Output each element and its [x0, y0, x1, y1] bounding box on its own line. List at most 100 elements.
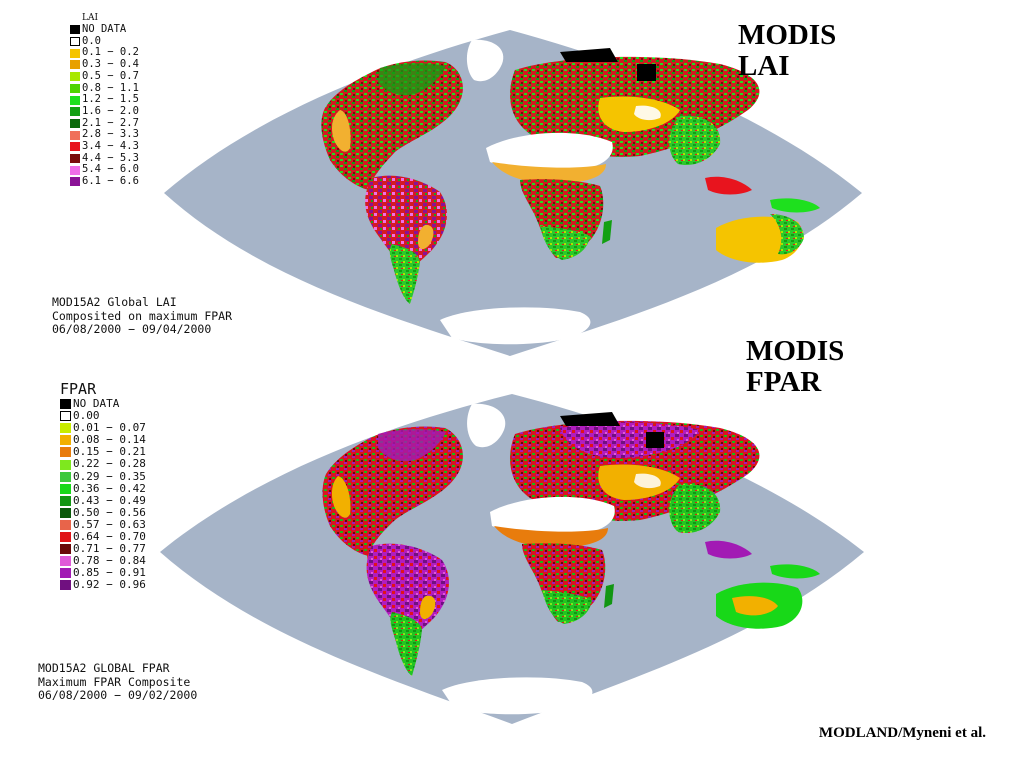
lai-legend-label: 2.1 − 2.7 — [82, 116, 139, 129]
lai-legend: LAI NO DATA 0.0 0.1 − 0.2 0.3 − 0.4 0.5 − 0.… — [70, 12, 139, 188]
fpar-madagascar — [604, 584, 614, 608]
lai-legend-label: 1.2 − 1.5 — [82, 93, 139, 106]
lai-legend-label: 6.1 − 6.6 — [82, 175, 139, 188]
lai-legend-item: 1.2 − 1.5 — [70, 94, 139, 106]
fpar-north-block — [560, 412, 620, 426]
fpar-legend-item: 0.78 − 0.84 — [60, 555, 146, 567]
fpar-se-asia — [705, 540, 752, 559]
fpar-legend-item: 0.92 − 0.96 — [60, 579, 146, 591]
lai-se-asia — [705, 176, 752, 195]
lai-legend-label: 1.6 − 2.0 — [82, 104, 139, 117]
fpar-legend-item: 0.85 − 0.91 — [60, 567, 146, 579]
fpar-legend-swatch — [60, 423, 71, 434]
fpar-legend-item: 0.22 − 0.28 — [60, 458, 146, 470]
lai-south-america-south — [389, 244, 420, 304]
lai-caption-line-1: MOD15A2 Global LAI — [52, 295, 177, 309]
fpar-legend-label: 0.08 − 0.14 — [73, 433, 146, 447]
fpar-legend-swatch — [60, 411, 71, 422]
lai-north-america — [321, 60, 463, 190]
lai-greenland — [466, 39, 504, 82]
fpar-legend-label: 0.64 − 0.70 — [73, 530, 146, 544]
fpar-sahara — [490, 496, 615, 535]
fpar-legend-swatch — [60, 568, 71, 579]
fpar-australia-center — [732, 596, 778, 616]
fpar-legend-item: 0.08 − 0.14 — [60, 434, 146, 446]
fpar-legend-item: 0.15 − 0.21 — [60, 446, 146, 458]
fpar-legend-swatch — [60, 556, 71, 567]
lai-legend-swatch — [70, 72, 80, 82]
fpar-legend-swatch — [60, 532, 71, 543]
lai-legend-label: NO DATA — [82, 23, 127, 35]
fpar-greenland — [467, 403, 506, 448]
fpar-legend-swatch — [60, 544, 71, 555]
fpar-legend-swatch — [60, 435, 71, 446]
fpar-caption-line-3: 06/08/2000 − 09/02/2000 — [38, 688, 198, 702]
lai-caption-line-3: 06/08/2000 − 09/04/2000 — [52, 322, 212, 336]
fpar-legend-swatch — [60, 447, 71, 458]
lai-legend-swatch — [70, 48, 80, 58]
fpar-legend-rows: NO DATA 0.00 0.01 − 0.07 0.08 − 0.14 0.15 − … — [60, 397, 146, 592]
fpar-legend-swatch — [60, 399, 71, 410]
lai-legend-swatch — [70, 130, 80, 140]
fpar-new-guinea — [770, 564, 820, 579]
lai-legend-label: 0.5 − 0.7 — [82, 69, 139, 82]
fpar-legend-swatch — [60, 495, 71, 506]
fpar-nodata-square — [646, 432, 664, 448]
lai-legend-swatch — [70, 37, 80, 47]
fpar-legend-swatch — [60, 519, 71, 530]
lai-east-asia — [669, 115, 721, 166]
lai-legend-swatch — [70, 60, 80, 70]
lai-legend-item: NO DATA — [70, 23, 139, 36]
lai-heading-line-1: MODIS — [738, 19, 837, 51]
fpar-legend-item: 0.57 − 0.63 — [60, 517, 146, 531]
lai-north-block — [560, 48, 618, 62]
fpar-legend-label: 0.15 − 0.21 — [73, 445, 146, 459]
fpar-south-america-south — [390, 612, 422, 676]
fpar-legend-label: 0.50 − 0.56 — [73, 505, 146, 519]
lai-legend-swatch — [70, 154, 80, 164]
lai-legend-item: 2.8 − 3.3 — [70, 129, 139, 141]
lai-africa-south — [540, 226, 590, 260]
lai-north-america-west — [332, 110, 351, 152]
lai-legend-swatch — [70, 95, 80, 105]
fpar-antarctica — [442, 677, 593, 715]
lai-map — [164, 30, 862, 356]
fpar-siberia — [560, 422, 700, 458]
fpar-heading: MODIS FPAR — [746, 336, 844, 398]
lai-legend-label: 0.8 − 1.1 — [82, 81, 139, 94]
lai-legend-item: 3.4 − 4.3 — [70, 140, 139, 153]
fpar-east-asia — [669, 483, 721, 534]
lai-sahel — [492, 162, 606, 184]
fpar-legend-item: 0.50 − 0.56 — [60, 505, 146, 519]
lai-legend-item: 6.1 − 6.6 — [70, 175, 139, 188]
fpar-legend-item: 0.29 − 0.35 — [60, 470, 146, 483]
fpar-map — [160, 394, 864, 724]
lai-legend-swatch — [70, 25, 80, 35]
fpar-legend: FPAR NO DATA 0.00 0.01 − 0.07 0.08 − 0.14 0.… — [60, 380, 146, 592]
fpar-legend-label: 0.78 − 0.84 — [73, 554, 146, 568]
lai-legend-rows: NO DATA 0.0 0.1 − 0.2 0.3 − 0.4 0.5 − 0.7 0.8… — [70, 23, 139, 188]
fpar-legend-swatch — [60, 459, 71, 470]
lai-australia-coast — [770, 214, 804, 255]
fpar-legend-label: 0.00 — [73, 409, 100, 423]
fpar-caption-line-1: MOD15A2 GLOBAL FPAR — [38, 661, 170, 675]
fpar-legend-label: 0.01 − 0.07 — [73, 421, 146, 435]
lai-legend-item: 0.0 — [70, 35, 139, 48]
lai-madagascar — [602, 220, 612, 244]
lai-north-america-north — [378, 63, 446, 96]
fpar-legend-item: 0.00 — [60, 409, 146, 423]
fpar-legend-item: 0.01 − 0.07 — [60, 422, 146, 434]
fpar-legend-label: 0.57 − 0.63 — [73, 517, 146, 531]
lai-legend-swatch — [70, 83, 80, 93]
fpar-legend-label: 0.85 − 0.91 — [73, 566, 146, 580]
fpar-legend-item: NO DATA — [60, 397, 146, 410]
fpar-legend-swatch — [60, 471, 71, 482]
lai-legend-swatch — [70, 177, 80, 187]
lai-legend-label: 3.4 − 4.3 — [82, 140, 139, 153]
lai-heading-line-2: LAI — [738, 50, 790, 82]
lai-legend-swatch — [70, 107, 80, 117]
fpar-tibet — [634, 473, 661, 489]
lai-new-guinea — [770, 198, 820, 213]
lai-legend-item: 1.6 − 2.0 — [70, 104, 139, 118]
